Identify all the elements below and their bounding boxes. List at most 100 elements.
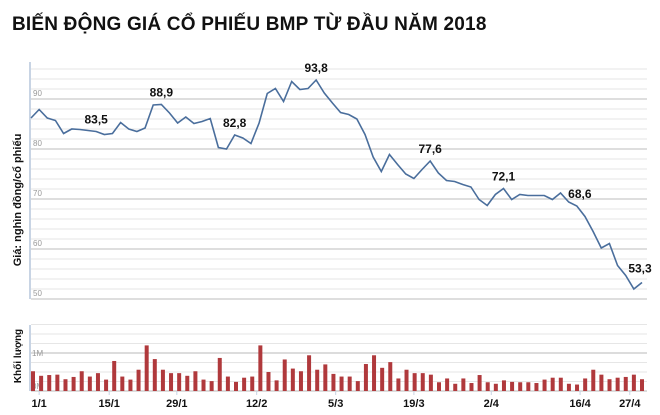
x-tick-label: 2/4 (484, 398, 500, 410)
volume-bar (128, 379, 133, 391)
price-line (30, 78, 643, 291)
data-label: 68,6 (568, 187, 592, 201)
volume-bar (380, 367, 385, 391)
volume-bar (477, 375, 482, 391)
volume-bar (177, 373, 182, 391)
chart-title: BIẾN ĐỘNG GIÁ CỔ PHIẾU BMP TỪ ĐẦU NĂM 20… (12, 14, 487, 35)
volume-bar (307, 355, 312, 391)
volume-bar (242, 377, 247, 391)
data-label: 72,1 (492, 170, 516, 184)
volume-bar (152, 359, 157, 391)
volume-axis-title: Khối lượng (12, 329, 24, 383)
volume-bar (347, 376, 352, 391)
volume-bar (112, 360, 117, 391)
volume-bar (160, 369, 165, 391)
volume-bar (428, 374, 433, 391)
volume-bar (388, 362, 393, 391)
volume-bar (510, 381, 515, 391)
volume-bar (250, 376, 255, 391)
volume-bar (640, 379, 644, 391)
volume-bar (461, 378, 466, 391)
volume-bar (290, 368, 295, 391)
y-axis-title: Giá: nghìn đồng/cổ phiếu (12, 134, 24, 267)
volume-bar (404, 369, 409, 391)
volume-bar (217, 357, 222, 391)
volume-bar (298, 371, 303, 391)
volume-bar (47, 375, 52, 391)
volume-bar (209, 381, 214, 391)
volume-bar (201, 379, 206, 391)
volume-bar (575, 384, 580, 391)
volume-bar (71, 376, 76, 391)
volume-bar (185, 375, 190, 391)
data-label: 53,3 (628, 262, 652, 276)
volume-bar (95, 373, 100, 391)
volume-bar (234, 381, 238, 391)
volume-bar (558, 377, 563, 391)
volume-bar (583, 378, 588, 391)
volume-bar (445, 378, 450, 391)
volume-bar (542, 379, 547, 391)
x-tick-label: 29/1 (166, 398, 187, 410)
volume-bar (526, 382, 531, 391)
y-tick-label: 90 (33, 89, 42, 98)
volume-bar (225, 376, 230, 391)
y-tick-label: 70 (33, 189, 42, 198)
data-label: 83,5 (84, 113, 108, 127)
volume-bar (534, 383, 539, 391)
volume-bar (453, 383, 458, 391)
data-label: 88,9 (150, 86, 174, 100)
volume-bar (258, 345, 263, 391)
volume-bar (87, 376, 92, 391)
volume-bar (437, 382, 441, 391)
volume-bar (396, 378, 401, 391)
volume-bar (518, 382, 523, 391)
volume-bar (136, 369, 141, 391)
x-tick-label: 1/1 (31, 398, 46, 410)
volume-bar (469, 383, 474, 391)
volume-bar (144, 345, 149, 391)
volume-bar (623, 376, 628, 391)
volume-bar (485, 382, 490, 391)
volume-tick-label: 0M (32, 382, 43, 391)
volume-bar (493, 383, 498, 391)
volume-bar (120, 376, 125, 391)
volume-bar (591, 369, 596, 391)
volume-bar (55, 374, 60, 391)
volume-bar (323, 364, 328, 391)
volume-bar (607, 379, 612, 391)
x-tick-label: 16/4 (569, 398, 591, 410)
volume-bar (420, 373, 425, 391)
volume-bar (412, 373, 417, 391)
volume-bar (63, 379, 68, 391)
volume-bar (282, 359, 287, 391)
volume-bar (79, 371, 84, 391)
volume-bar (339, 376, 344, 391)
volume-tick-label: 1M (32, 349, 43, 358)
volume-bar (550, 377, 555, 391)
y-tick-label: 60 (33, 239, 42, 248)
x-tick-label: 19/3 (403, 398, 424, 410)
volume-bar (169, 373, 174, 391)
volume-bar (363, 364, 368, 391)
y-tick-label: 50 (33, 289, 42, 298)
volume-bar (274, 380, 279, 391)
data-label: 77,6 (419, 142, 443, 156)
volume-bar (631, 374, 636, 391)
volume-bar (599, 374, 604, 391)
x-tick-label: 27/4 (619, 398, 641, 410)
volume-bar (104, 379, 109, 391)
volume-bar (372, 355, 377, 391)
volume-bar (315, 369, 320, 391)
volume-bar (501, 380, 506, 391)
data-label: 82,8 (223, 116, 247, 130)
x-tick-label: 12/2 (246, 398, 267, 410)
volume-bar (355, 381, 360, 391)
volume-bar (39, 375, 44, 391)
data-label: 93,8 (304, 61, 328, 75)
x-tick-label: 5/3 (328, 398, 343, 410)
volume-bar (615, 377, 620, 391)
volume-bar (193, 371, 198, 391)
